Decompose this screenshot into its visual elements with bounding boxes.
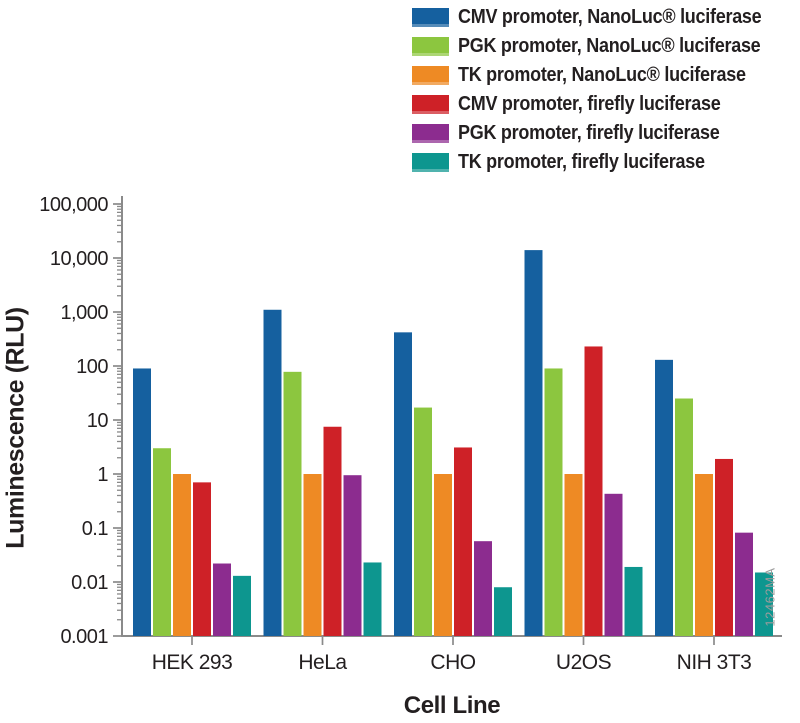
chart-legend: CMV promoter, NanoLuc® luciferase PGK pro… <box>412 3 795 177</box>
bar-hek-293-series-5 <box>213 563 231 636</box>
bar-cho-series-6 <box>494 587 512 636</box>
bar-u2os-series-6 <box>624 566 643 636</box>
legend-item: CMV promoter, NanoLuc® luciferase <box>412 3 795 32</box>
legend-swatch <box>412 66 449 85</box>
legend-swatch <box>412 95 449 114</box>
bar-nih-3t3-series-3 <box>695 474 713 636</box>
x-tick-label: HEK 293 <box>152 651 233 674</box>
x-tick-label: U2OS <box>556 651 612 674</box>
x-tick-label: CHO <box>430 651 475 674</box>
legend-label: CMV promoter, NanoLuc® luciferase <box>458 6 762 28</box>
bar-nih-3t3-series-6 <box>755 572 773 636</box>
bar-hek-293-series-2 <box>153 448 171 636</box>
y-tick-label: 100 <box>76 356 108 378</box>
y-tick-label: 0.001 <box>60 626 108 648</box>
bar-cho-series-5 <box>474 541 492 636</box>
bar-nih-3t3-series-2 <box>675 398 693 636</box>
legend-swatch <box>412 124 449 143</box>
bar-cho-series-1 <box>394 332 412 636</box>
bar-hela-series-4 <box>323 426 342 636</box>
legend-label: PGK promoter, firefly luciferase <box>458 122 720 144</box>
bar-hela-series-3 <box>303 474 322 636</box>
x-axis-title: Cell Line <box>403 692 501 719</box>
y-tick-label: 100,000 <box>39 194 108 216</box>
bar-u2os-series-3 <box>564 474 583 636</box>
y-axis-title: Luminescence (RLU) <box>1 307 30 549</box>
legend-item: CMV promoter, firefly luciferase <box>412 90 795 119</box>
bar-u2os-series-5 <box>604 493 623 636</box>
x-tick-label: HeLa <box>298 651 347 674</box>
bar-nih-3t3-series-1 <box>655 359 673 636</box>
figure-id-watermark: 12462MA <box>762 567 778 627</box>
y-tick-label: 10,000 <box>50 248 109 270</box>
bar-hek-293-series-4 <box>193 482 211 636</box>
bar-hek-293-series-1 <box>133 368 151 636</box>
y-tick-label: 0.01 <box>71 572 108 594</box>
bar-hela-series-5 <box>343 475 362 636</box>
bar-cho-series-4 <box>454 447 472 636</box>
legend-swatch <box>412 8 449 27</box>
legend-label: TK promoter, NanoLuc® luciferase <box>458 64 746 86</box>
bar-hek-293-series-6 <box>233 575 251 636</box>
legend-item: PGK promoter, firefly luciferase <box>412 119 795 148</box>
bar-cho-series-2 <box>414 407 432 636</box>
bar-hela-series-1 <box>263 309 282 636</box>
bar-hela-series-2 <box>283 371 302 636</box>
bar-hela-series-6 <box>363 562 382 636</box>
legend-swatch <box>412 153 449 172</box>
legend-item: PGK promoter, NanoLuc® luciferase <box>412 32 795 61</box>
x-tick-label: NIH 3T3 <box>677 651 752 674</box>
legend-label: PGK promoter, NanoLuc® luciferase <box>458 35 761 57</box>
y-tick-label: 0.1 <box>82 518 109 540</box>
y-tick-label: 1,000 <box>60 302 108 324</box>
legend-label: CMV promoter, firefly luciferase <box>458 93 721 115</box>
bar-nih-3t3-series-5 <box>735 532 753 636</box>
bar-u2os-series-4 <box>584 346 603 636</box>
legend-swatch <box>412 37 449 56</box>
bar-hek-293-series-3 <box>173 474 191 636</box>
bar-u2os-series-2 <box>544 368 563 636</box>
legend-item: TK promoter, firefly luciferase <box>412 148 795 177</box>
y-tick-label: 1 <box>97 464 108 486</box>
bar-u2os-series-1 <box>524 250 543 637</box>
legend-item: TK promoter, NanoLuc® luciferase <box>412 61 795 90</box>
bar-nih-3t3-series-4 <box>715 458 733 636</box>
bar-cho-series-3 <box>434 474 452 636</box>
y-tick-label: 10 <box>87 410 109 432</box>
legend-label: TK promoter, firefly luciferase <box>458 151 705 173</box>
